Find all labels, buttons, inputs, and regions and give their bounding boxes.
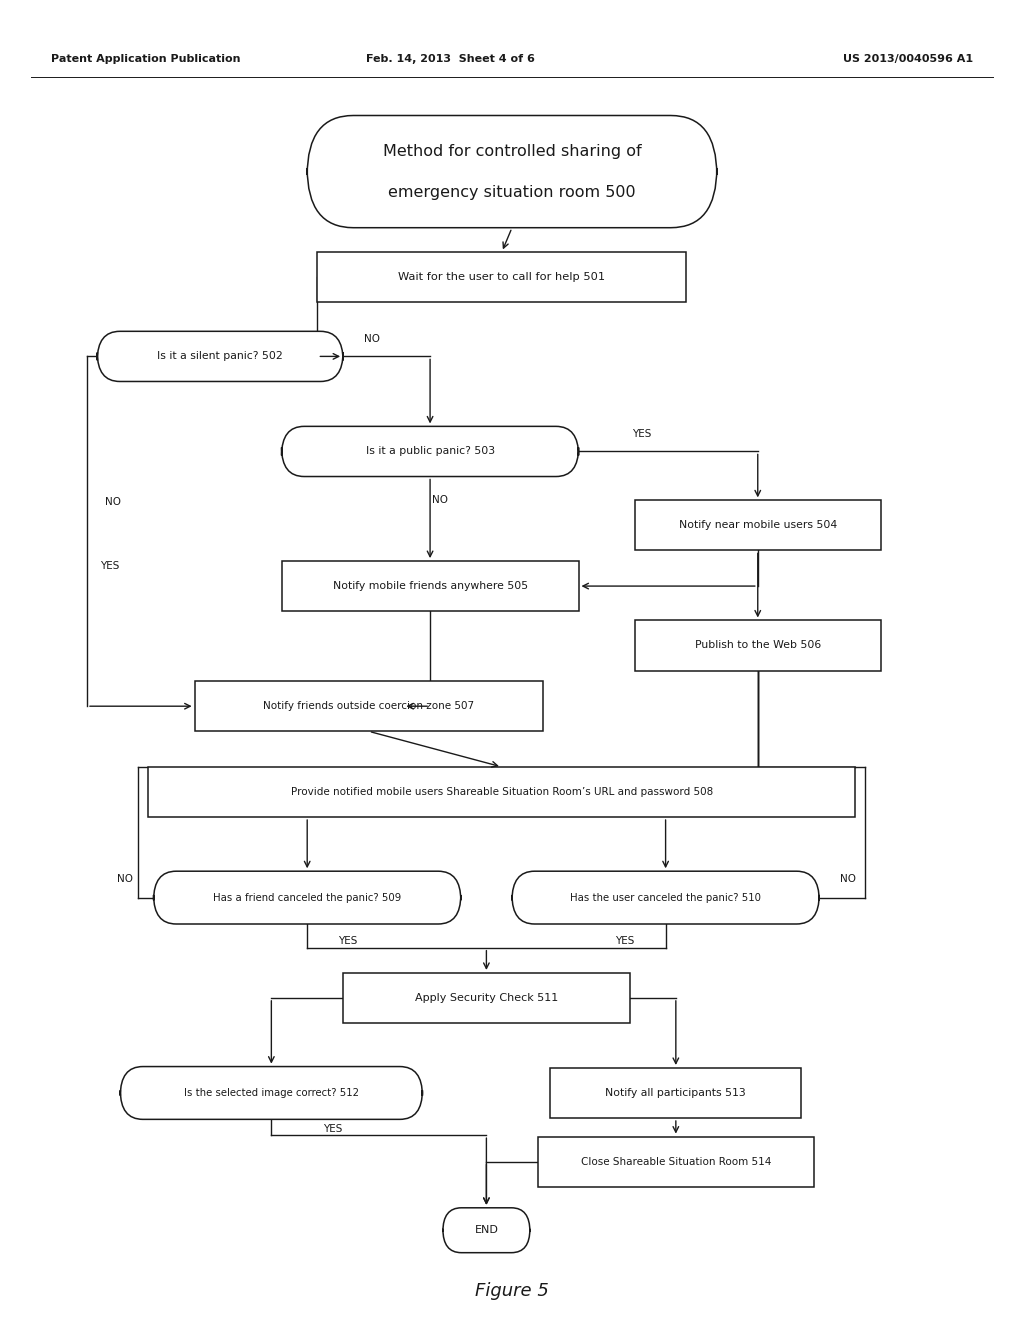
FancyBboxPatch shape xyxy=(282,426,579,477)
Text: Provide notified mobile users Shareable Situation Room’s URL and password 508: Provide notified mobile users Shareable … xyxy=(291,787,713,797)
FancyBboxPatch shape xyxy=(442,1208,530,1253)
Text: Notify friends outside coercion zone 507: Notify friends outside coercion zone 507 xyxy=(263,701,474,711)
Bar xyxy=(282,561,579,611)
Text: NO: NO xyxy=(432,495,449,506)
Text: Method for controlled sharing of: Method for controlled sharing of xyxy=(383,144,641,160)
Text: Patent Application Publication: Patent Application Publication xyxy=(51,54,241,65)
Text: END: END xyxy=(474,1225,499,1236)
Bar xyxy=(551,1068,802,1118)
Bar xyxy=(195,681,543,731)
Text: Is it a silent panic? 502: Is it a silent panic? 502 xyxy=(158,351,283,362)
FancyBboxPatch shape xyxy=(154,871,461,924)
Text: Is it a public panic? 503: Is it a public panic? 503 xyxy=(366,446,495,457)
Bar xyxy=(635,620,881,671)
Text: Feb. 14, 2013  Sheet 4 of 6: Feb. 14, 2013 Sheet 4 of 6 xyxy=(367,54,535,65)
Text: YES: YES xyxy=(615,936,634,946)
Text: NO: NO xyxy=(840,874,856,884)
FancyBboxPatch shape xyxy=(121,1067,422,1119)
Text: Apply Security Check 511: Apply Security Check 511 xyxy=(415,993,558,1003)
Bar xyxy=(148,767,855,817)
Text: Publish to the Web 506: Publish to the Web 506 xyxy=(694,640,821,651)
Text: Notify all participants 513: Notify all participants 513 xyxy=(605,1088,746,1098)
Text: NO: NO xyxy=(117,874,133,884)
Text: Has the user canceled the panic? 510: Has the user canceled the panic? 510 xyxy=(570,892,761,903)
FancyBboxPatch shape xyxy=(97,331,343,381)
FancyBboxPatch shape xyxy=(512,871,819,924)
Text: YES: YES xyxy=(633,429,651,440)
Text: Figure 5: Figure 5 xyxy=(475,1282,549,1300)
Bar xyxy=(317,252,686,302)
Text: Close Shareable Situation Room 514: Close Shareable Situation Room 514 xyxy=(581,1156,771,1167)
Bar xyxy=(343,973,630,1023)
Text: NO: NO xyxy=(364,334,380,345)
Text: Has a friend canceled the panic? 509: Has a friend canceled the panic? 509 xyxy=(213,892,401,903)
Bar xyxy=(635,500,881,550)
Text: YES: YES xyxy=(100,561,119,572)
Bar xyxy=(538,1137,814,1187)
FancyBboxPatch shape xyxy=(307,116,717,227)
Text: Is the selected image correct? 512: Is the selected image correct? 512 xyxy=(184,1088,358,1098)
Text: YES: YES xyxy=(339,936,357,946)
Text: Wait for the user to call for help 501: Wait for the user to call for help 501 xyxy=(398,272,605,282)
Text: Notify near mobile users 504: Notify near mobile users 504 xyxy=(679,520,837,531)
Text: emergency situation room 500: emergency situation room 500 xyxy=(388,185,636,201)
Text: NO: NO xyxy=(104,496,121,507)
Text: YES: YES xyxy=(324,1123,342,1134)
Text: Notify mobile friends anywhere 505: Notify mobile friends anywhere 505 xyxy=(333,581,527,591)
Text: US 2013/0040596 A1: US 2013/0040596 A1 xyxy=(843,54,973,65)
